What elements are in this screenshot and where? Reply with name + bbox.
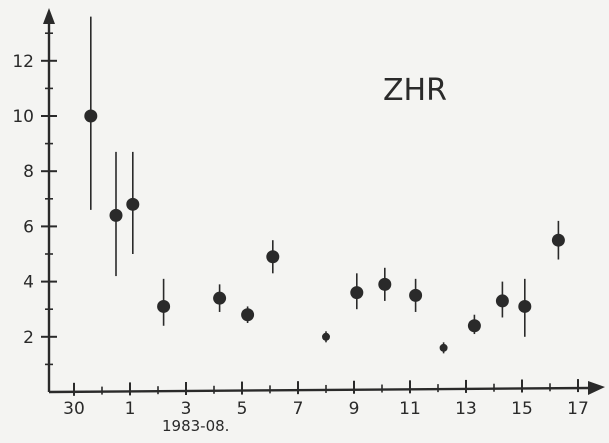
data-point bbox=[467, 314, 481, 335]
point-marker bbox=[241, 308, 255, 322]
x-axis-arrow-icon bbox=[588, 381, 605, 395]
x-tick-label: 3 bbox=[181, 399, 192, 419]
data-points bbox=[84, 16, 565, 354]
point-marker bbox=[551, 233, 565, 247]
x-tick-label: 1 bbox=[125, 399, 136, 419]
point-marker bbox=[378, 277, 392, 291]
point-marker bbox=[213, 291, 227, 305]
x-tick-label: 13 bbox=[455, 399, 477, 419]
data-point bbox=[518, 278, 532, 337]
point-marker bbox=[350, 286, 364, 300]
y-tick-label: 12 bbox=[12, 52, 34, 72]
x-tick-label: 9 bbox=[349, 399, 360, 419]
data-point bbox=[551, 220, 565, 260]
data-point bbox=[439, 342, 448, 354]
x-tick-label: 5 bbox=[237, 399, 248, 419]
point-marker bbox=[409, 288, 423, 302]
y-tick-label: 2 bbox=[23, 328, 34, 348]
data-point bbox=[495, 281, 509, 318]
data-point bbox=[109, 151, 123, 277]
x-axis-date-label: 1983-08. bbox=[162, 417, 229, 435]
x-ticks: 30 1 3 5 7 9 11 13 15 17 bbox=[63, 379, 589, 419]
data-point bbox=[157, 278, 171, 326]
point-marker bbox=[495, 294, 509, 308]
y-tick-label: 10 bbox=[12, 107, 34, 127]
data-point bbox=[409, 278, 423, 312]
x-tick-label: 30 bbox=[63, 399, 85, 419]
chart-title: ZHR bbox=[383, 73, 447, 108]
point-marker bbox=[266, 250, 280, 264]
data-point bbox=[350, 273, 364, 310]
point-marker bbox=[467, 319, 481, 333]
x-tick-label: 7 bbox=[293, 399, 304, 419]
x-tick-label: 17 bbox=[567, 399, 589, 419]
axes bbox=[43, 8, 605, 395]
data-point bbox=[213, 284, 227, 312]
point-marker bbox=[109, 208, 123, 222]
point-marker bbox=[126, 197, 140, 211]
data-point bbox=[241, 306, 255, 323]
data-point bbox=[378, 267, 392, 301]
point-marker bbox=[84, 109, 98, 123]
data-point bbox=[266, 240, 280, 274]
y-ticks: 2 4 6 8 10 12 bbox=[12, 32, 57, 366]
point-marker bbox=[518, 299, 532, 313]
y-tick-label: 8 bbox=[23, 162, 34, 182]
data-point bbox=[322, 331, 330, 343]
x-axis-line bbox=[48, 386, 591, 394]
point-marker bbox=[439, 343, 448, 352]
y-tick-label: 4 bbox=[23, 273, 34, 293]
point-marker bbox=[157, 299, 171, 313]
x-tick-label: 11 bbox=[399, 399, 421, 419]
data-point bbox=[126, 151, 140, 254]
y-tick-label: 6 bbox=[23, 217, 34, 237]
data-point bbox=[84, 16, 98, 210]
y-axis-arrow-icon bbox=[43, 8, 55, 24]
point-marker bbox=[322, 332, 330, 341]
x-tick-label: 15 bbox=[511, 399, 533, 419]
